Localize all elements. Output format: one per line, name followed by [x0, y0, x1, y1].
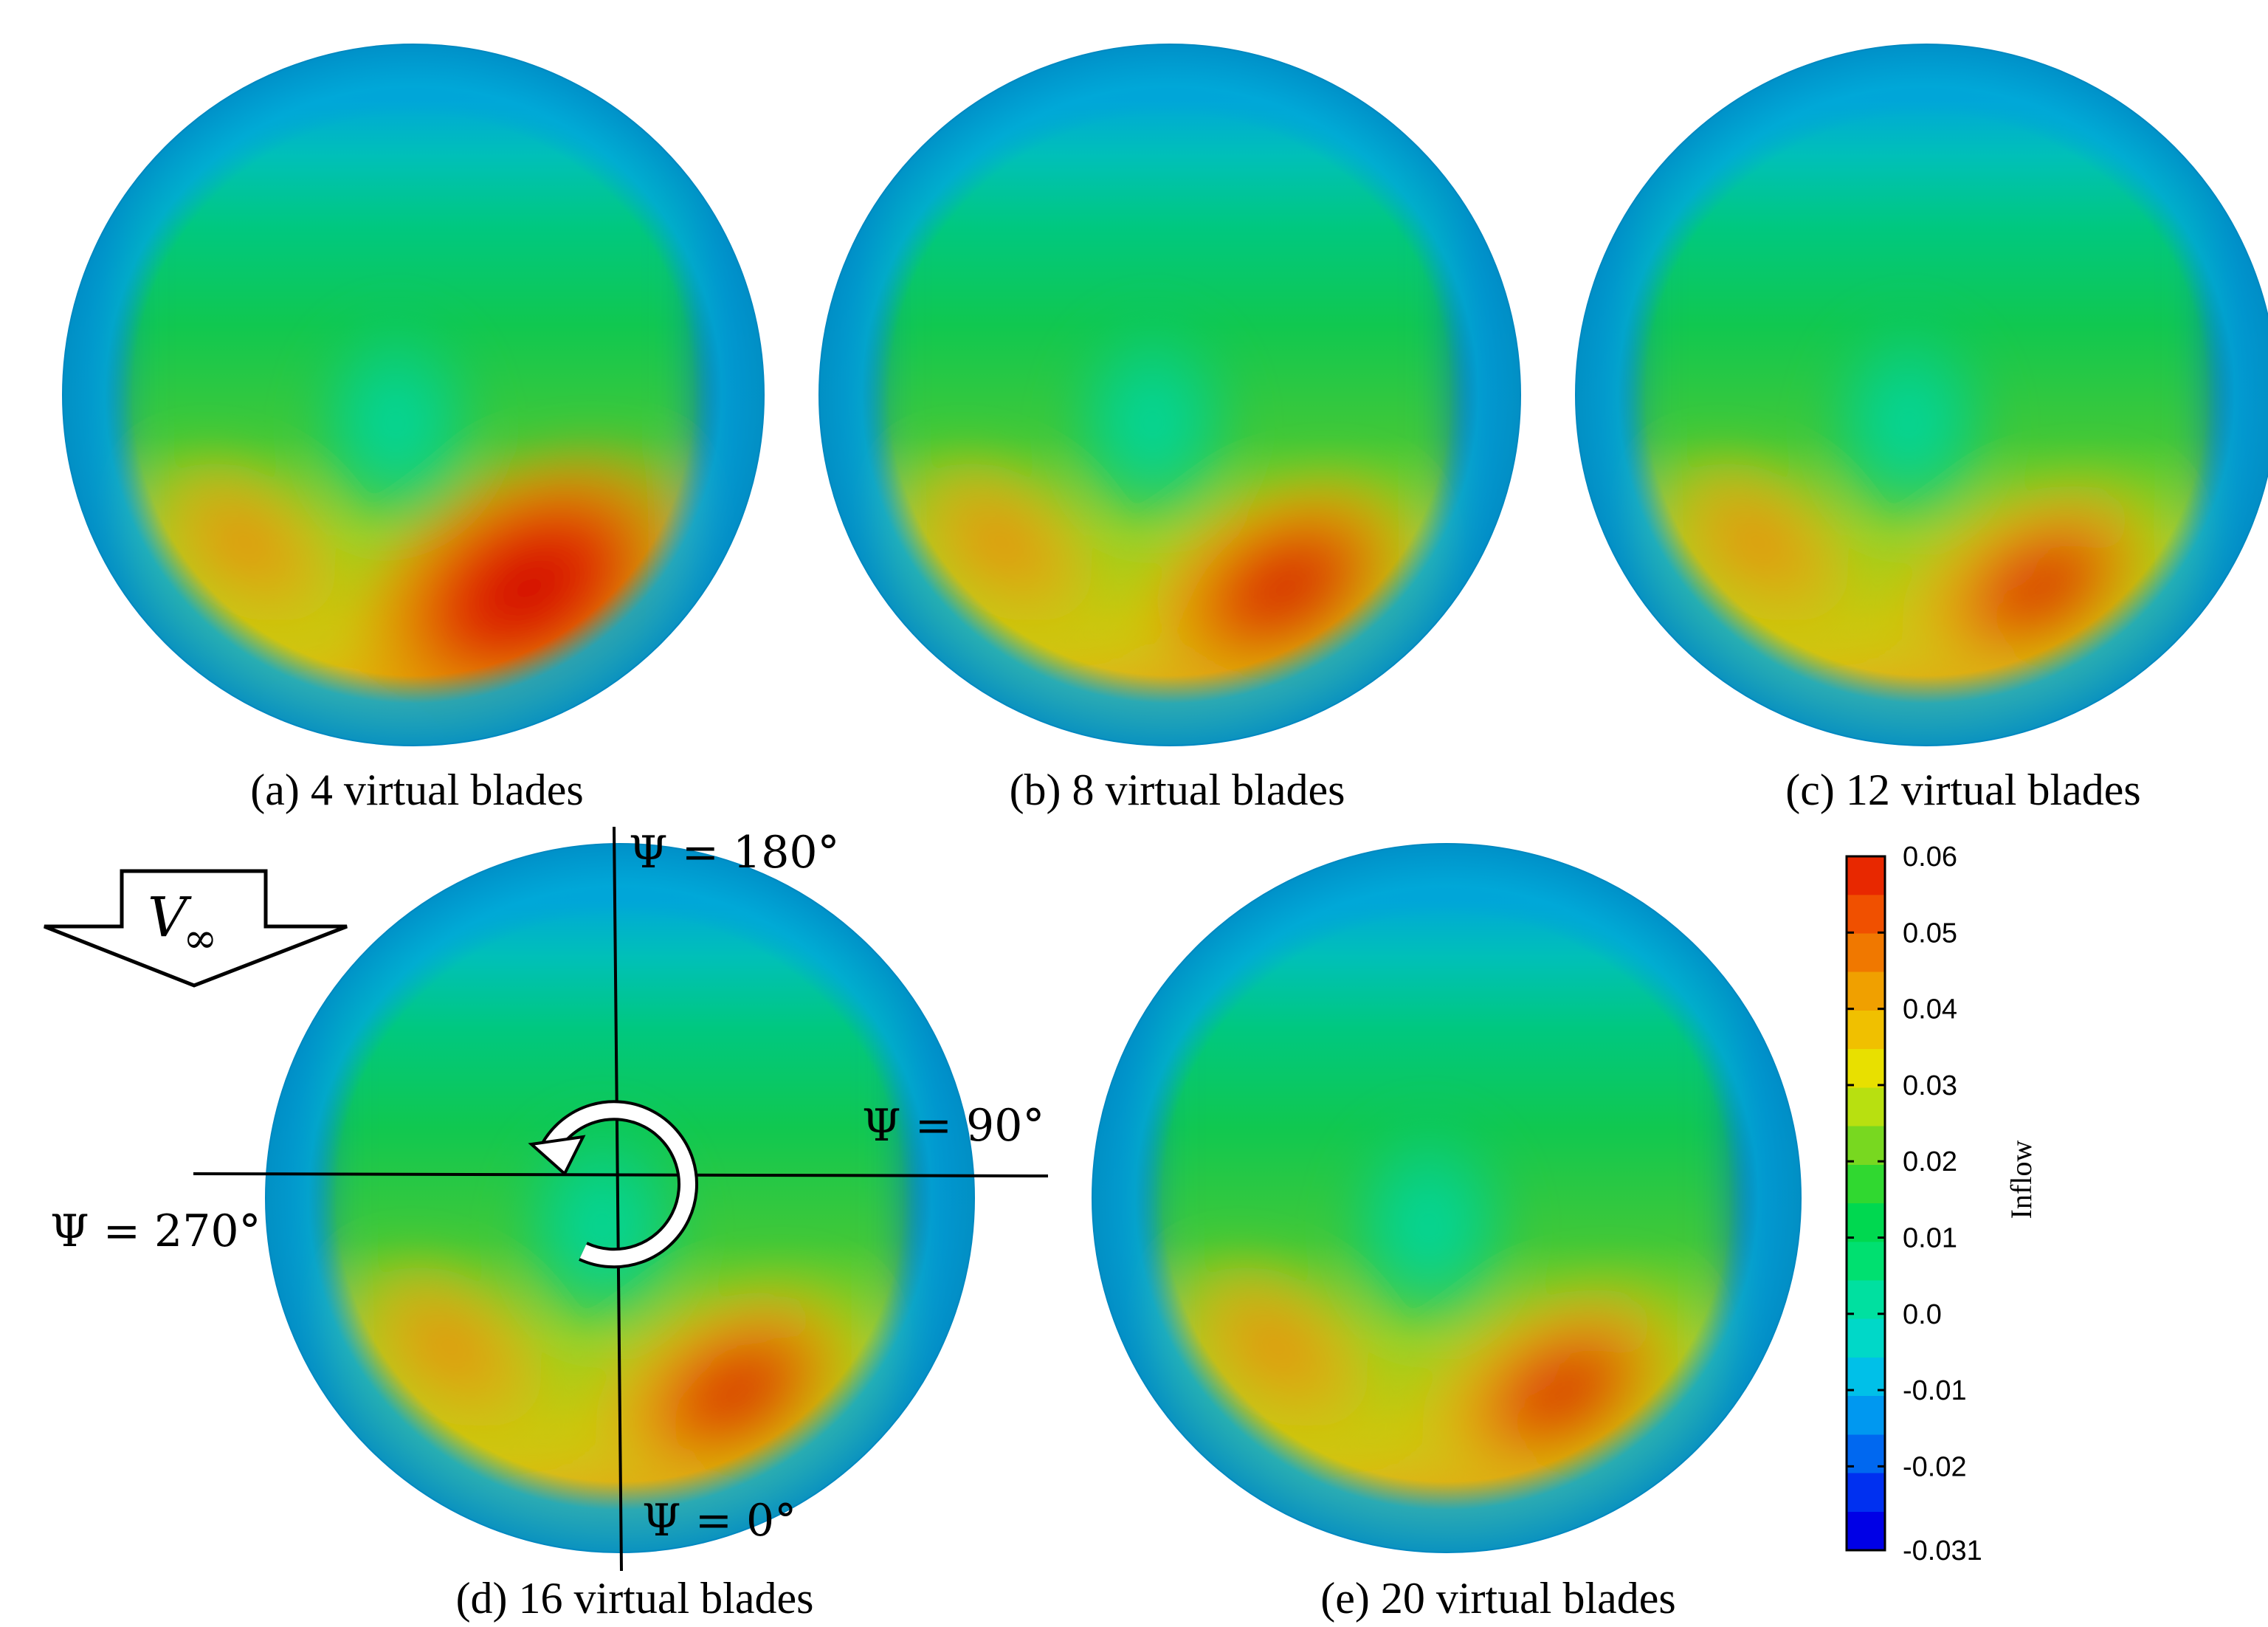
caption-d: (d) 16 virtual blades	[456, 1574, 814, 1623]
colorbar-tick-label: 0.01	[1903, 1222, 1957, 1253]
rotation-arrow-icon	[528, 1100, 699, 1269]
caption-e: (e) 20 virtual blades	[1320, 1574, 1676, 1623]
colorbar: 0.06 0.05 0.04 0.03 0.02 0.01 0.0 -0.01 -0.02 -0.…	[1845, 842, 2038, 1566]
colorbar-tick-label: 0.04	[1903, 994, 1957, 1025]
colorbar-gradient	[1845, 855, 1886, 1552]
caption-a: (a) 4 virtual blades	[250, 766, 584, 814]
freestream-symbol: V	[148, 886, 192, 949]
azimuth-label-180: Ψ = 180°	[629, 827, 840, 878]
rotor-disk-e	[1092, 843, 1802, 1553]
freestream-arrow-icon: V ∞	[44, 869, 348, 988]
rotor-disk-b	[818, 44, 1521, 746]
azimuth-label-0: Ψ = 0°	[642, 1495, 796, 1547]
caption-c: (c) 12 virtual blades	[1785, 766, 2141, 814]
colorbar-tick-label: 0.06	[1903, 842, 1957, 873]
rotor-disk-a	[62, 44, 765, 746]
azimuth-label-90: Ψ = 90°	[862, 1100, 1044, 1152]
azimuth-axes	[193, 826, 1049, 1572]
colorbar-tick-label: -0.031	[1903, 1535, 1982, 1566]
colorbar-tick-label: 0.05	[1903, 918, 1957, 949]
caption-b: (b) 8 virtual blades	[1010, 766, 1345, 814]
azimuth-label-270: Ψ = 270°	[50, 1205, 261, 1257]
colorbar-tick-label: -0.01	[1903, 1375, 1967, 1406]
freestream-subscript: ∞	[183, 915, 218, 963]
colorbar-tick-label: -0.02	[1903, 1451, 1967, 1482]
rotor-disk-c	[1575, 44, 2268, 746]
colorbar-tick-label: 0.02	[1903, 1146, 1957, 1177]
colorbar-tick-label: 0.0	[1903, 1299, 1942, 1330]
colorbar-tick-label: 0.03	[1903, 1070, 1957, 1101]
colorbar-title: Inflow	[2005, 1141, 2038, 1220]
